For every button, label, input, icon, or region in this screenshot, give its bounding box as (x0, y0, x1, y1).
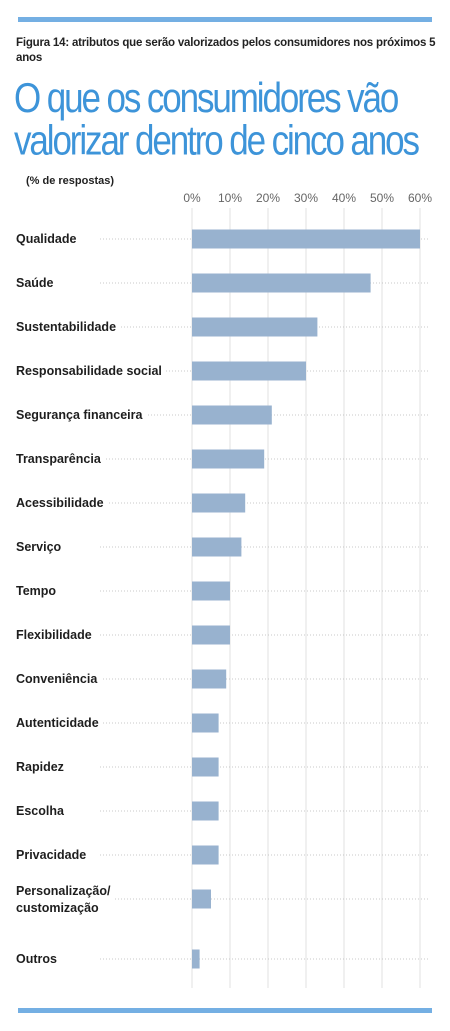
label-backdrop (14, 539, 66, 555)
label-backdrop (14, 951, 62, 967)
bar (192, 949, 200, 969)
category-label: Responsabilidade social (16, 364, 162, 378)
bar (192, 537, 242, 557)
unit-label: (% de respostas) (26, 175, 115, 187)
category-label: Autenticidade (16, 716, 99, 730)
x-axis-ticks: 0% 10% 20% 30% 40% 50% 60% (183, 191, 432, 205)
bar (192, 757, 219, 777)
bottom-rule (18, 1008, 432, 1013)
category-labels: Qualidade Saúde Sustentabilidade Responsabi… (14, 231, 166, 967)
category-label: Conveniência (16, 672, 98, 686)
bar (192, 669, 227, 689)
label-backdrop (14, 715, 103, 731)
bar (192, 229, 420, 249)
x-tick-label: 20% (256, 191, 280, 205)
bars (192, 229, 420, 969)
category-label: Qualidade (16, 232, 76, 246)
figure-label: Figura 14: atributos que serão valorizad… (16, 37, 436, 64)
x-tick-label: 10% (218, 191, 242, 205)
category-label: Flexibilidade (16, 628, 92, 642)
label-backdrop (14, 275, 58, 291)
bar (192, 273, 371, 293)
category-label: Serviço (16, 540, 62, 554)
bar (192, 713, 219, 733)
category-label: Outros (16, 952, 57, 966)
label-backdrop (14, 363, 166, 379)
category-label: Acessibilidade (16, 496, 104, 510)
category-label: Saúde (16, 276, 54, 290)
label-backdrop (14, 231, 81, 247)
label-backdrop (14, 847, 91, 863)
category-label: Personalização/customização (16, 884, 111, 915)
bar (192, 449, 265, 469)
x-tick-label: 30% (294, 191, 318, 205)
bar (192, 361, 306, 381)
bar (192, 317, 318, 337)
label-backdrop (14, 495, 108, 511)
bar (192, 845, 219, 865)
label-backdrop (14, 319, 121, 335)
bar (192, 405, 272, 425)
x-tick-label: 40% (332, 191, 356, 205)
category-label: Privacidade (16, 848, 86, 862)
top-rule (18, 17, 432, 22)
category-label: Transparência (16, 452, 102, 466)
category-label: Segurança financeira (16, 408, 143, 422)
category-label: Tempo (16, 584, 56, 598)
label-backdrop (14, 583, 61, 599)
label-backdrop (14, 407, 148, 423)
category-label: Rapidez (16, 760, 64, 774)
x-tick-label: 50% (370, 191, 394, 205)
bar (192, 581, 230, 601)
bar (192, 889, 211, 909)
category-label: Sustentabilidade (16, 320, 116, 334)
category-label: Escolha (16, 804, 65, 818)
x-tick-label: 0% (183, 191, 201, 205)
label-backdrop (14, 803, 69, 819)
chart-title: O que os consumidores vão valorizar dent… (14, 75, 420, 165)
x-tick-label: 60% (408, 191, 432, 205)
leader-lines (100, 238, 430, 960)
label-backdrop (14, 671, 103, 687)
bar (192, 801, 219, 821)
bar (192, 625, 230, 645)
label-backdrop (14, 759, 68, 775)
label-backdrop (14, 451, 106, 467)
label-backdrop (14, 627, 96, 643)
label-backdrop (14, 883, 116, 916)
bar (192, 493, 246, 513)
